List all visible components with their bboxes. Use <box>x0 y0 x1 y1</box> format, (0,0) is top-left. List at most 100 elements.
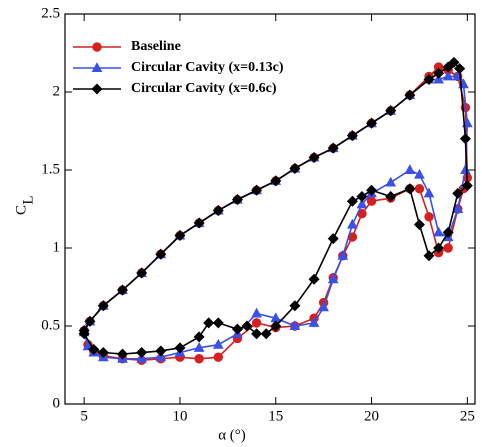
marker <box>155 345 167 357</box>
marker <box>385 176 397 187</box>
y-tick-label: 2 <box>53 83 61 99</box>
y-axis-label: C <box>13 205 29 215</box>
y-tick-label: 0 <box>53 395 61 411</box>
y-axis-label-group: C L <box>13 195 36 215</box>
marker <box>433 226 444 237</box>
x-tick-label: 10 <box>172 408 187 424</box>
marker <box>385 105 397 117</box>
marker <box>404 164 416 174</box>
y-tick-label: 2.5 <box>41 5 60 21</box>
legend-label: Circular Cavity (x=0.6c) <box>131 81 277 96</box>
marker <box>347 218 358 229</box>
marker <box>366 117 378 129</box>
marker <box>318 301 329 312</box>
marker <box>366 196 377 206</box>
marker <box>251 318 262 328</box>
marker <box>356 198 368 209</box>
marker <box>213 352 223 362</box>
x-tick-label: 5 <box>80 408 88 424</box>
marker <box>88 343 100 355</box>
marker <box>194 354 204 364</box>
x-tick-label: 20 <box>364 408 379 424</box>
marker <box>327 273 339 284</box>
plot-frame <box>64 13 476 405</box>
y-tick-label: 1.5 <box>41 161 60 177</box>
x-tick-label: 15 <box>268 408 283 424</box>
marker <box>414 184 425 194</box>
marker <box>193 331 205 343</box>
marker <box>443 243 453 253</box>
marker <box>423 74 435 86</box>
y-tick-label: 0.5 <box>41 317 60 333</box>
marker <box>241 320 253 332</box>
marker <box>366 184 378 196</box>
marker <box>308 317 320 327</box>
x-tick-label: 25 <box>460 408 475 424</box>
marker <box>460 164 471 174</box>
marker <box>433 67 445 79</box>
y-axis-label-sub: L <box>20 195 36 204</box>
marker <box>155 248 167 260</box>
marker <box>433 242 445 254</box>
marker <box>448 56 460 68</box>
marker <box>212 338 224 349</box>
marker <box>231 194 243 206</box>
marker <box>212 317 224 329</box>
marker <box>423 187 435 198</box>
marker <box>97 347 109 359</box>
marker <box>404 89 416 101</box>
marker <box>289 320 301 330</box>
marker <box>251 307 262 318</box>
marker <box>442 61 454 73</box>
marker <box>136 267 148 279</box>
marker <box>308 152 320 164</box>
marker <box>260 328 272 340</box>
marker <box>346 195 358 207</box>
legend-label: Circular Cavity (x=0.13c) <box>131 60 284 75</box>
marker <box>203 317 215 329</box>
marker <box>404 183 416 195</box>
marker <box>424 212 434 222</box>
marker <box>92 42 102 52</box>
marker <box>327 233 339 245</box>
marker <box>270 175 282 187</box>
marker <box>461 180 473 192</box>
marker <box>452 187 464 199</box>
marker <box>193 341 205 352</box>
marker <box>337 249 349 260</box>
marker <box>251 328 263 340</box>
marker <box>174 342 186 354</box>
marker <box>413 219 425 231</box>
marker <box>454 63 466 75</box>
marker <box>346 130 358 142</box>
marker <box>136 352 147 363</box>
marker <box>193 217 205 229</box>
marker <box>327 142 339 154</box>
marker <box>84 315 96 327</box>
marker <box>270 320 282 332</box>
marker <box>414 168 425 179</box>
marker <box>423 250 435 262</box>
marker <box>385 191 397 203</box>
marker <box>289 162 301 174</box>
marker <box>136 347 148 359</box>
y-tick-label: 1 <box>53 239 61 255</box>
marker <box>452 203 464 213</box>
marker <box>97 300 109 312</box>
marker <box>356 191 368 203</box>
x-axis-label: α (°) <box>218 427 246 443</box>
marker <box>461 117 473 128</box>
marker <box>174 230 186 242</box>
marker <box>212 205 224 217</box>
legend-label: Baseline <box>131 39 181 54</box>
marker <box>442 226 454 238</box>
marker <box>91 83 103 95</box>
marker <box>459 133 471 145</box>
marker <box>155 351 167 362</box>
marker <box>91 62 103 72</box>
marker <box>116 348 128 360</box>
marker <box>251 184 263 196</box>
marker <box>433 73 444 84</box>
marker <box>78 328 90 340</box>
